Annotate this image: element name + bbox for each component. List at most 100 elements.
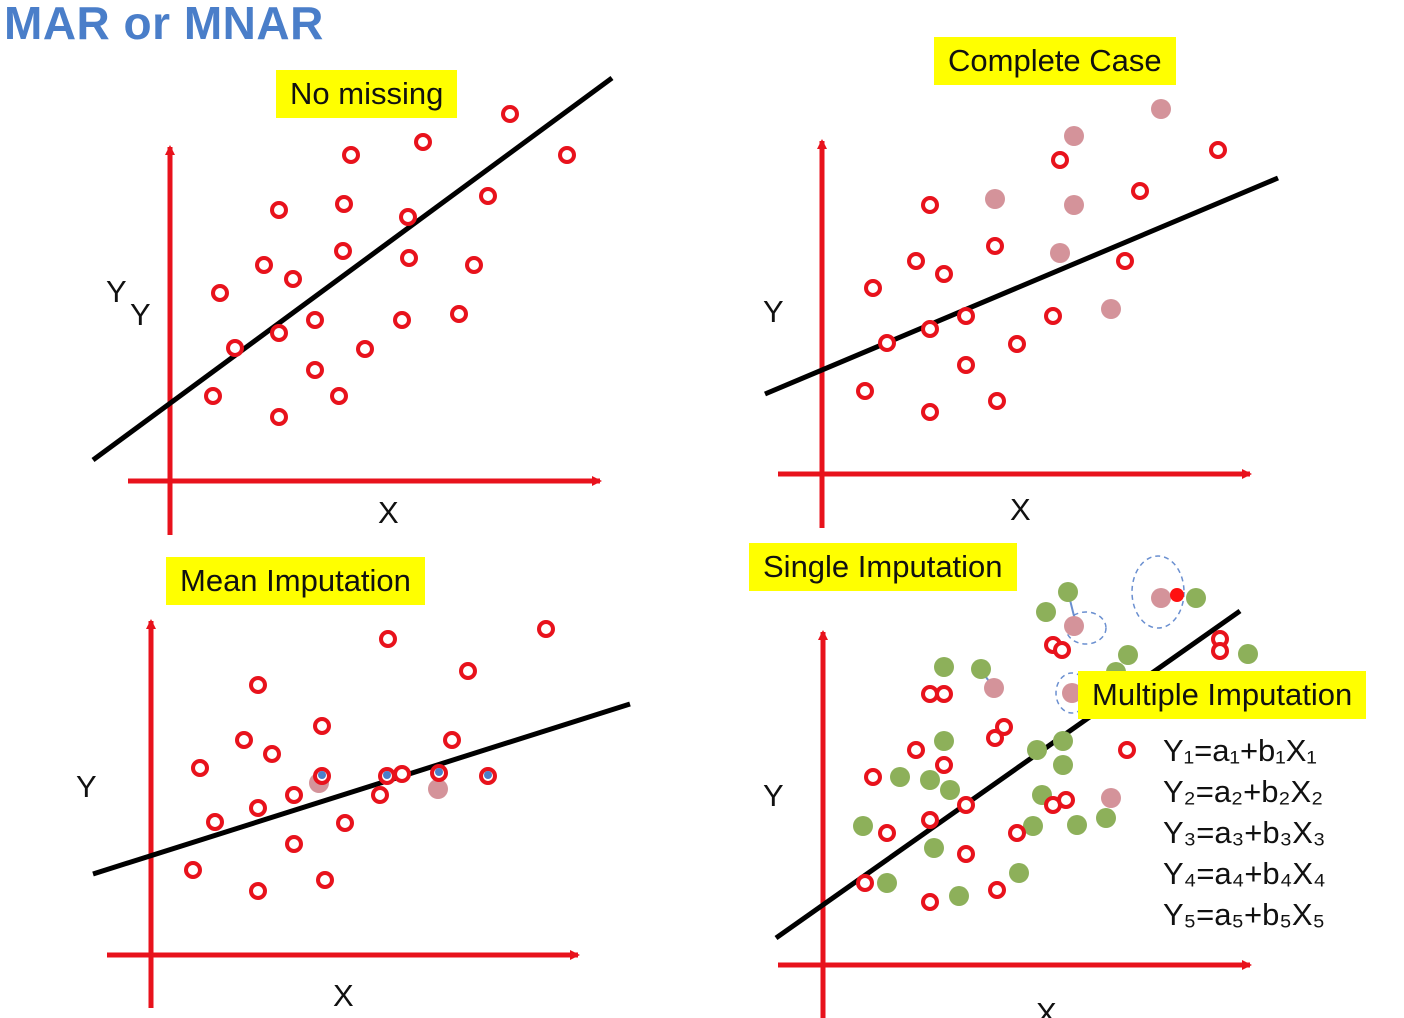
- imputed-draw-point: [940, 780, 960, 800]
- imputed-draw-point: [1058, 582, 1078, 602]
- y-axis-label: Y: [763, 294, 784, 329]
- observed-point: [856, 874, 874, 892]
- observed-point: [935, 265, 953, 283]
- formula-3: Y₃=a₃+b₃X₃: [1163, 815, 1326, 850]
- observed-point: [356, 340, 374, 358]
- observed-point: [465, 256, 483, 274]
- imputed-draw-point: [1238, 644, 1258, 664]
- missing-point: [1101, 788, 1121, 808]
- observed-point: [921, 811, 939, 829]
- observed-point: [342, 146, 360, 164]
- y-axis-label-duplicate: Y: [130, 297, 151, 332]
- observed-points: [856, 630, 1229, 911]
- imputed-draw-point: [920, 770, 940, 790]
- observed-point: [336, 814, 354, 832]
- missing-point: [1050, 243, 1070, 263]
- mean-marker-point: [383, 771, 391, 779]
- missing-point: [985, 189, 1005, 209]
- observed-point: [935, 756, 953, 774]
- observed-point: [957, 796, 975, 814]
- observed-point: [907, 741, 925, 759]
- y-axis-label: Y: [763, 778, 784, 813]
- observed-point: [235, 731, 253, 749]
- observed-point: [249, 799, 267, 817]
- observed-point: [1211, 642, 1229, 660]
- observed-point: [1008, 824, 1026, 842]
- label-mean-imputation: Mean Imputation: [166, 557, 425, 605]
- observed-point: [986, 237, 1004, 255]
- imputed-draw-point: [877, 873, 897, 893]
- x-axis-label: X: [1010, 492, 1031, 527]
- imputed-draw-point: [1067, 815, 1087, 835]
- observed-points: [204, 105, 576, 426]
- imputed-draw-point: [934, 657, 954, 677]
- imputed-draw-point: [924, 838, 944, 858]
- observed-point: [1044, 307, 1062, 325]
- observed-point: [371, 786, 389, 804]
- observed-point: [921, 893, 939, 911]
- observed-point: [907, 252, 925, 270]
- observed-point: [399, 208, 417, 226]
- observed-point: [316, 871, 334, 889]
- panel-mean-imputation: X Y: [76, 619, 631, 1013]
- observed-point: [249, 882, 267, 900]
- observed-point: [986, 729, 1004, 747]
- observed-point: [285, 835, 303, 853]
- missing-point: [984, 678, 1004, 698]
- x-axis-label: X: [1036, 996, 1057, 1018]
- observed-point: [1116, 252, 1134, 270]
- observed-point: [459, 662, 477, 680]
- observed-point: [191, 759, 209, 777]
- observed-point: [988, 392, 1006, 410]
- mean-marker-points: [318, 768, 492, 779]
- y-axis-label: Y: [106, 274, 127, 309]
- mean-marker-point: [318, 771, 326, 779]
- observed-point: [306, 361, 324, 379]
- imputed-draw-points: [853, 582, 1258, 906]
- missing-points: [985, 99, 1171, 319]
- label-complete-case: Complete Case: [934, 37, 1176, 85]
- imputed-draw-point: [1053, 731, 1073, 751]
- imputed-draw-point: [853, 816, 873, 836]
- missing-point: [1062, 683, 1082, 703]
- observed-point: [501, 105, 519, 123]
- observed-point: [957, 307, 975, 325]
- observed-point: [255, 256, 273, 274]
- observed-point: [249, 676, 267, 694]
- observed-point: [1209, 141, 1227, 159]
- imputed-draw-point: [971, 659, 991, 679]
- observed-point: [1131, 182, 1149, 200]
- missing-point: [1064, 126, 1084, 146]
- observed-point: [856, 382, 874, 400]
- missing-point: [1151, 588, 1171, 608]
- observed-point: [450, 305, 468, 323]
- panel-complete-case: X Y: [763, 99, 1279, 528]
- observed-point: [206, 813, 224, 831]
- imputed-draw-point: [1023, 816, 1043, 836]
- observed-point: [1057, 791, 1075, 809]
- panel-no-missing: X Y Y: [91, 75, 614, 535]
- label-multiple-imputation: Multiple Imputation: [1078, 671, 1367, 719]
- observed-point: [443, 731, 461, 749]
- observed-point: [957, 845, 975, 863]
- observed-point: [878, 334, 896, 352]
- imputed-draw-point: [1036, 602, 1056, 622]
- observed-point: [270, 324, 288, 342]
- regression-line: [91, 75, 614, 463]
- observed-point: [921, 403, 939, 421]
- missing-point: [1064, 616, 1084, 636]
- imputed-draw-point: [1027, 740, 1047, 760]
- regression-line: [774, 608, 1242, 941]
- observed-point: [270, 201, 288, 219]
- missing-point: [428, 779, 448, 799]
- legend-observed-icon: [1118, 741, 1136, 759]
- imputation-formulas: Y₁=a₁+b₁X₁ Y₂=a₂+b₂X₂ Y₃=a₃+b₃X₃ Y₄=a₄+b…: [1163, 730, 1326, 935]
- imputed-draw-point: [1186, 588, 1206, 608]
- formula-2: Y₂=a₂+b₂X₂: [1163, 774, 1324, 809]
- observed-points: [856, 141, 1227, 421]
- observed-point: [393, 311, 411, 329]
- observed-point: [334, 242, 352, 260]
- observed-point: [935, 685, 953, 703]
- observed-point: [878, 824, 896, 842]
